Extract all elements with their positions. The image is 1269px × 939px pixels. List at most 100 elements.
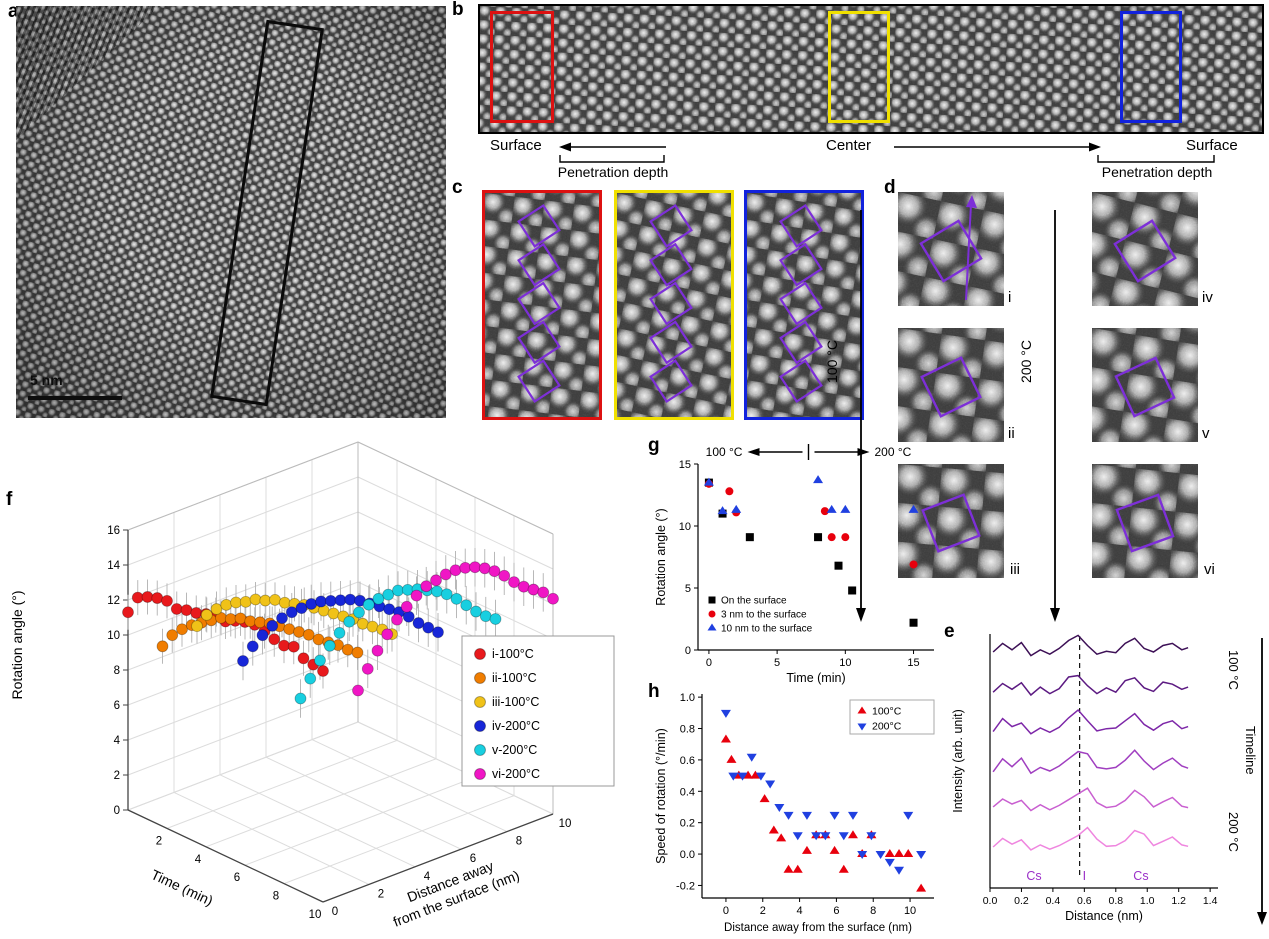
penetration-depth-right: Penetration depth — [1101, 164, 1213, 180]
svg-text:1.0: 1.0 — [680, 692, 695, 704]
temp-left-label: 100 °C — [824, 340, 840, 383]
svg-text:5: 5 — [685, 583, 691, 595]
svg-text:Cs: Cs — [1026, 869, 1041, 883]
unit-cell-diamonds-c2 — [649, 203, 693, 404]
tem-strip-b — [478, 4, 1264, 134]
svg-text:I: I — [1083, 869, 1086, 883]
svg-text:10: 10 — [107, 630, 120, 642]
svg-text:1.0: 1.0 — [1140, 895, 1155, 907]
time-arrow-100C-icon — [856, 210, 866, 622]
svg-text:8: 8 — [273, 891, 279, 903]
chart-g-rotation-vs-time: 0 5 10 15 0 5 10 15 Time (min) Rotation angle (°)… — [654, 444, 934, 685]
svg-text:4: 4 — [797, 905, 803, 917]
svg-text:2: 2 — [760, 905, 766, 917]
tem-lattice-b — [480, 6, 1262, 132]
unit-cell-square-d3 — [921, 493, 981, 553]
svg-text:15: 15 — [907, 657, 919, 669]
svg-text:8: 8 — [870, 905, 876, 917]
svg-text:-0.2: -0.2 — [676, 880, 695, 892]
svg-text:0: 0 — [723, 905, 729, 917]
scale-bar-label: 5 nm — [30, 372, 63, 388]
svg-text:16: 16 — [107, 525, 120, 537]
panel-c-label: c — [452, 177, 463, 198]
chart-f-3d-scatter: 0 2 4 6 8 10 12 14 16 2 4 6 8 10 0 2 4 6 8 10 Rotation angle… — [9, 441, 615, 930]
panel-d-label: d — [884, 177, 896, 198]
unit-cell-diamonds-c1 — [517, 203, 561, 404]
sub-label-v: v — [1202, 425, 1210, 442]
crop-d-v — [1092, 328, 1198, 442]
svg-text:Speed of rotation (°/min): Speed of rotation (°/min) — [654, 728, 668, 864]
svg-text:100°C: 100°C — [872, 706, 902, 718]
sub-label-i: i — [1008, 289, 1012, 306]
panel-e-label: e — [944, 621, 955, 642]
crop-d-i — [898, 192, 1004, 306]
svg-text:0.6: 0.6 — [1077, 895, 1092, 907]
svg-text:0.8: 0.8 — [680, 724, 695, 736]
svg-text:4: 4 — [114, 735, 121, 747]
svg-text:i-100°C: i-100°C — [492, 647, 534, 661]
tem-lattice-d6 — [1092, 464, 1198, 578]
tem-lattice-d4 — [1092, 192, 1198, 306]
svg-text:2: 2 — [378, 888, 384, 900]
svg-text:iii-100°C: iii-100°C — [492, 695, 539, 709]
chart-h-speed-vs-distance: 0 2 4 6 8 10 -0.2 0.0 0.2 0.4 0.6 0.8 1.0 Distance aw… — [654, 692, 935, 934]
sub-label-ii: ii — [1008, 425, 1015, 442]
svg-text:1.2: 1.2 — [1171, 895, 1186, 907]
timeline-label: Timeline — [1243, 726, 1258, 775]
unit-cell-square-d5 — [1114, 356, 1176, 418]
crop-d-iv — [1092, 192, 1198, 306]
surface-right-label: Surface — [1186, 137, 1238, 154]
brace-left-icon — [559, 155, 665, 163]
svg-text:Time (min): Time (min) — [149, 866, 216, 909]
tem-lattice-d5 — [1092, 328, 1198, 442]
temp-right-label: 200 °C — [1018, 340, 1034, 383]
svg-text:v-200°C: v-200°C — [492, 743, 537, 757]
roi-box-surface-right — [1120, 11, 1182, 123]
vignette — [16, 6, 446, 418]
tem-lattice-c1 — [485, 193, 599, 417]
unit-cell-diamonds-c3 — [779, 203, 823, 404]
svg-text:10: 10 — [679, 521, 691, 533]
svg-text:6: 6 — [234, 872, 240, 884]
arrow-right-icon — [894, 142, 1101, 152]
svg-text:10: 10 — [559, 818, 572, 830]
panel-h-label: h — [648, 681, 660, 702]
unit-cell-square-d4 — [1113, 219, 1177, 283]
roi-box-surface-left — [490, 11, 554, 123]
panel-a-label: a — [8, 1, 19, 22]
sub-label-vi: vi — [1204, 561, 1215, 578]
crop-c-center — [614, 190, 734, 420]
svg-text:10 nm to the surface: 10 nm to the surface — [721, 624, 813, 635]
svg-text:Intensity (arb. unit): Intensity (arb. unit) — [951, 709, 965, 813]
svg-text:5: 5 — [774, 657, 780, 669]
svg-text:6: 6 — [114, 700, 120, 712]
roi-box-center — [828, 11, 890, 123]
svg-text:4: 4 — [195, 854, 202, 866]
svg-text:8: 8 — [114, 665, 120, 677]
svg-text:1.4: 1.4 — [1203, 895, 1218, 907]
crop-c-surface-left — [482, 190, 602, 420]
tem-lattice-a — [16, 6, 446, 418]
svg-text:2: 2 — [114, 770, 120, 782]
svg-text:Cs: Cs — [1133, 869, 1148, 883]
unit-cell-square-d6 — [1115, 493, 1175, 553]
svg-text:100 °C: 100 °C — [706, 445, 743, 459]
svg-text:0.2: 0.2 — [680, 818, 695, 830]
svg-text:Distance (nm): Distance (nm) — [1065, 909, 1143, 923]
svg-text:0: 0 — [685, 645, 691, 657]
sub-label-iii: iii — [1010, 561, 1020, 578]
svg-text:10: 10 — [904, 905, 916, 917]
svg-text:0.0: 0.0 — [983, 895, 998, 907]
svg-text:Rotation angle (°): Rotation angle (°) — [9, 590, 25, 699]
timeline-200C-label: 200 °C — [1226, 812, 1241, 852]
crop-d-iii — [898, 464, 1004, 578]
svg-text:0.0: 0.0 — [680, 849, 695, 861]
svg-text:On the surface: On the surface — [721, 596, 787, 607]
svg-text:8: 8 — [516, 836, 522, 848]
tem-lattice-d2 — [898, 328, 1004, 442]
svg-text:6: 6 — [833, 905, 839, 917]
tem-lattice-c2 — [617, 193, 731, 417]
tem-image-a: 5 nm — [16, 6, 446, 418]
penetration-depth-left: Penetration depth — [557, 164, 669, 180]
